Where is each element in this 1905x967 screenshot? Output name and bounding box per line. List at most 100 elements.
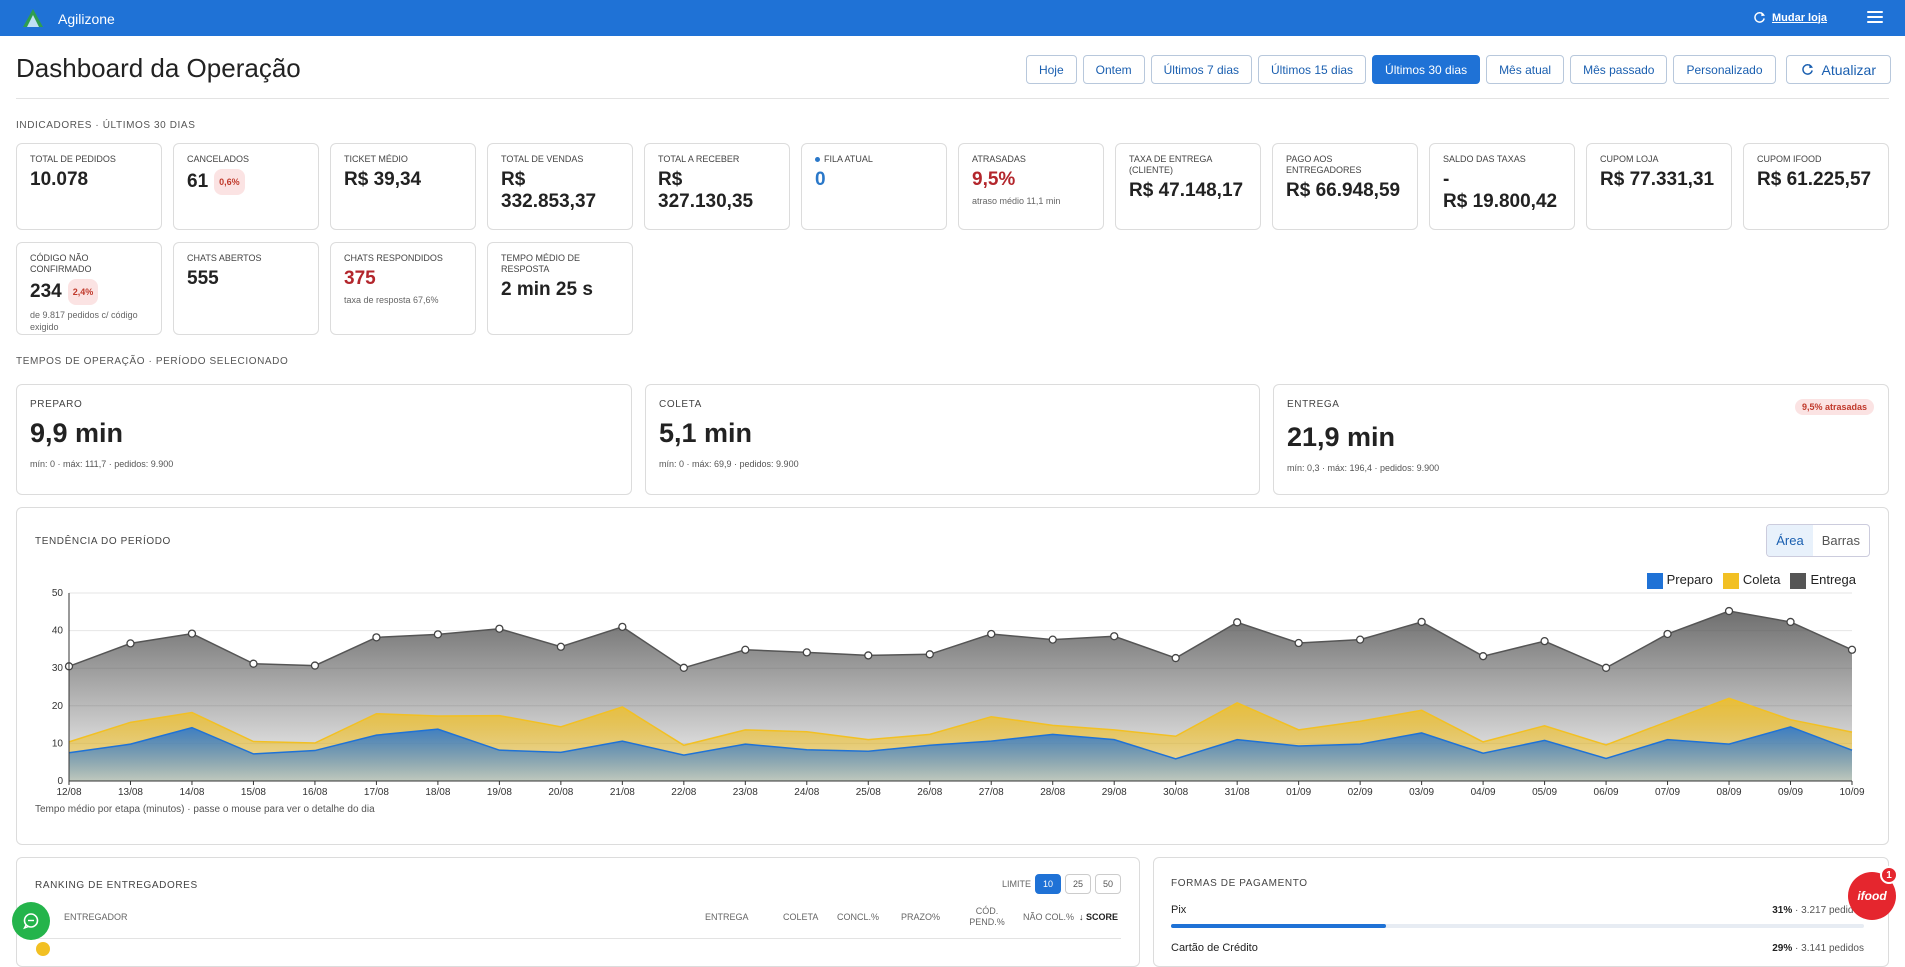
op-value: 9,9 min bbox=[30, 418, 124, 448]
col-concl[interactable]: CONCL.% bbox=[837, 912, 880, 922]
filter-ontem[interactable]: Ontem bbox=[1082, 55, 1145, 84]
trend-chart-title: TENDÊNCIA DO PERÍODO bbox=[35, 536, 171, 547]
point-entrega bbox=[556, 642, 566, 651]
op-sub: mín: 0,3 · máx: 196,4 · pedidos: 9.900 bbox=[1287, 463, 1440, 473]
chat-button[interactable] bbox=[12, 902, 50, 940]
y-tick-label: 50 bbox=[52, 588, 64, 599]
refresh-icon bbox=[1754, 11, 1766, 23]
col-score-label: SCORE bbox=[1086, 912, 1119, 922]
x-tick-label: 10/09 bbox=[1839, 787, 1864, 798]
chart-note: Tempo médio por etapa (minutos) · passe … bbox=[35, 804, 375, 815]
refresh-icon bbox=[1801, 63, 1813, 75]
filter-personalizado[interactable]: Personalizado bbox=[1673, 55, 1776, 84]
filter-mes-atual[interactable]: Mês atual bbox=[1486, 55, 1565, 84]
limit-10-button[interactable]: 10 bbox=[1035, 874, 1061, 894]
point-entrega bbox=[1417, 617, 1426, 627]
kpi-sub: taxa de resposta 67,6% bbox=[344, 295, 439, 305]
x-tick-label: 04/09 bbox=[1471, 787, 1496, 798]
point-entrega bbox=[925, 650, 934, 659]
kpi-value: 234 bbox=[30, 281, 62, 303]
col-nao-col[interactable]: NÃO COL.% bbox=[1023, 912, 1075, 922]
x-tick-label: 07/09 bbox=[1655, 787, 1680, 798]
kpi-value: 375 bbox=[344, 268, 376, 289]
toggle-bars[interactable]: Barras bbox=[1821, 533, 1860, 548]
kpi-label: CANCELADOS bbox=[187, 154, 250, 164]
x-tick-label: 02/09 bbox=[1348, 787, 1373, 798]
gold-medal-icon bbox=[36, 942, 50, 956]
kpi-saldo-taxas: SALDO DAS TAXAS - R$ 19.800,42 bbox=[1429, 143, 1575, 230]
point-entrega bbox=[1847, 645, 1857, 654]
payment-value-credito: 29% · 3.141 pedidos bbox=[1772, 943, 1864, 954]
point-entrega bbox=[987, 629, 996, 639]
kpi-value: R$ 332.853,37 bbox=[501, 169, 597, 212]
filter-mes-passado[interactable]: Mês passado bbox=[1570, 55, 1668, 84]
kpi-label: CUPOM IFOOD bbox=[1757, 154, 1822, 164]
payment-pct: 29% bbox=[1772, 943, 1793, 954]
x-tick-label: 06/09 bbox=[1594, 787, 1619, 798]
late-badge: 9,5% atrasadas bbox=[1794, 399, 1874, 415]
col-coleta[interactable]: COLETA bbox=[783, 912, 819, 922]
kpi-pago-entregadores: PAGO AOS ENTREGADORES R$ 66.948,59 bbox=[1272, 143, 1418, 230]
limit-label: LIMITE bbox=[1001, 879, 1031, 889]
col-score[interactable]: ↓ SCORE bbox=[1079, 912, 1118, 923]
y-tick-label: 10 bbox=[52, 738, 64, 749]
point-entrega bbox=[1171, 653, 1180, 663]
col-entrega[interactable]: ENTREGA bbox=[705, 912, 749, 922]
kpi-label: FILA ATUAL bbox=[824, 154, 873, 164]
refresh-button[interactable]: Atualizar bbox=[1785, 55, 1891, 84]
filter-hoje[interactable]: Hoje bbox=[1025, 55, 1077, 84]
kpi-value-row: 61 0,6% bbox=[187, 169, 305, 195]
legend-item-entrega[interactable]: Entrega bbox=[1790, 572, 1856, 589]
x-tick-label: 12/08 bbox=[56, 787, 81, 798]
kpi-label: SALDO DAS TAXAS bbox=[1443, 154, 1526, 164]
kpi-value: 10.078 bbox=[30, 169, 89, 190]
limit-50-button[interactable]: 50 bbox=[1095, 874, 1121, 894]
col-prazo[interactable]: PRAZO% bbox=[901, 912, 941, 922]
y-tick-label: 0 bbox=[57, 776, 63, 787]
kpi-total-pedidos: TOTAL DE PEDIDOS 10.078 bbox=[16, 143, 162, 230]
x-tick-label: 17/08 bbox=[364, 787, 389, 798]
line-coleta bbox=[68, 697, 1853, 747]
limit-25-button[interactable]: 25 bbox=[1065, 874, 1091, 894]
payment-pct: 31% bbox=[1772, 905, 1793, 916]
trend-chart[interactable]: 0 10 20 30 40 50 12/08 13/08 14/08 15/08 16/08 17/0… bbox=[17, 508, 1890, 846]
kpi-value: 2 min 25 s bbox=[501, 279, 593, 300]
chart-legend: Preparo Coleta Entrega bbox=[1646, 572, 1856, 589]
toggle-area[interactable]: Área bbox=[1767, 525, 1813, 556]
filter-15-dias[interactable]: Últimos 15 dias bbox=[1258, 55, 1367, 84]
top-bar: Agilizone Mudar loja bbox=[0, 0, 1905, 36]
payment-value-pix: 31% · 3.217 pedidos bbox=[1772, 905, 1864, 916]
kpi-label: TICKET MÉDIO bbox=[344, 154, 408, 164]
op-value: 21,9 min bbox=[1287, 422, 1396, 452]
legend-item-coleta[interactable]: Coleta bbox=[1722, 572, 1780, 589]
kpi-label: ATRASADAS bbox=[972, 154, 1026, 164]
op-label: ENTREGA bbox=[1287, 399, 1340, 410]
point-entrega bbox=[618, 622, 627, 631]
ifood-button[interactable]: ifood bbox=[1848, 872, 1896, 920]
x-tick-label: 19/08 bbox=[487, 787, 512, 798]
kpi-label: TOTAL A RECEBER bbox=[658, 154, 740, 164]
point-entrega bbox=[1540, 636, 1549, 646]
header-divider bbox=[16, 98, 1889, 99]
point-entrega bbox=[495, 624, 504, 633]
kpi-value: 9,5% bbox=[972, 169, 1016, 190]
kpi-label: CHATS ABERTOS bbox=[187, 253, 262, 263]
point-entrega bbox=[1601, 663, 1611, 672]
x-tick-label: 31/08 bbox=[1225, 787, 1250, 798]
col-entregador[interactable]: ENTREGADOR bbox=[64, 912, 128, 922]
kpi-value: R$ 61.225,57 bbox=[1757, 169, 1872, 190]
ranking-title: RANKING DE ENTREGADORES bbox=[35, 880, 198, 891]
col-cod-pend[interactable]: CÓD. PEND.% bbox=[969, 906, 1005, 927]
legend-item-preparo[interactable]: Preparo bbox=[1646, 572, 1713, 589]
change-store-link[interactable]: Mudar loja bbox=[1753, 11, 1827, 24]
op-card-entrega: ENTREGA 21,9 min mín: 0,3 · máx: 196,4 ·… bbox=[1273, 384, 1889, 495]
indicators-section-label: INDICADORES · ÚLTIMOS 30 DIAS bbox=[16, 120, 196, 131]
kpi-cupom-loja: CUPOM LOJA R$ 77.331,31 bbox=[1586, 143, 1732, 230]
filter-30-dias[interactable]: Últimos 30 dias bbox=[1372, 55, 1481, 84]
hamburger-menu-icon[interactable] bbox=[1867, 11, 1883, 25]
refresh-label: Atualizar bbox=[1821, 61, 1876, 78]
line-entrega bbox=[68, 610, 1853, 669]
filter-7-dias[interactable]: Últimos 7 dias bbox=[1150, 55, 1252, 84]
kpi-label: TEMPO MÉDIO DE RESPOSTA bbox=[501, 253, 581, 274]
point-entrega bbox=[864, 651, 873, 660]
